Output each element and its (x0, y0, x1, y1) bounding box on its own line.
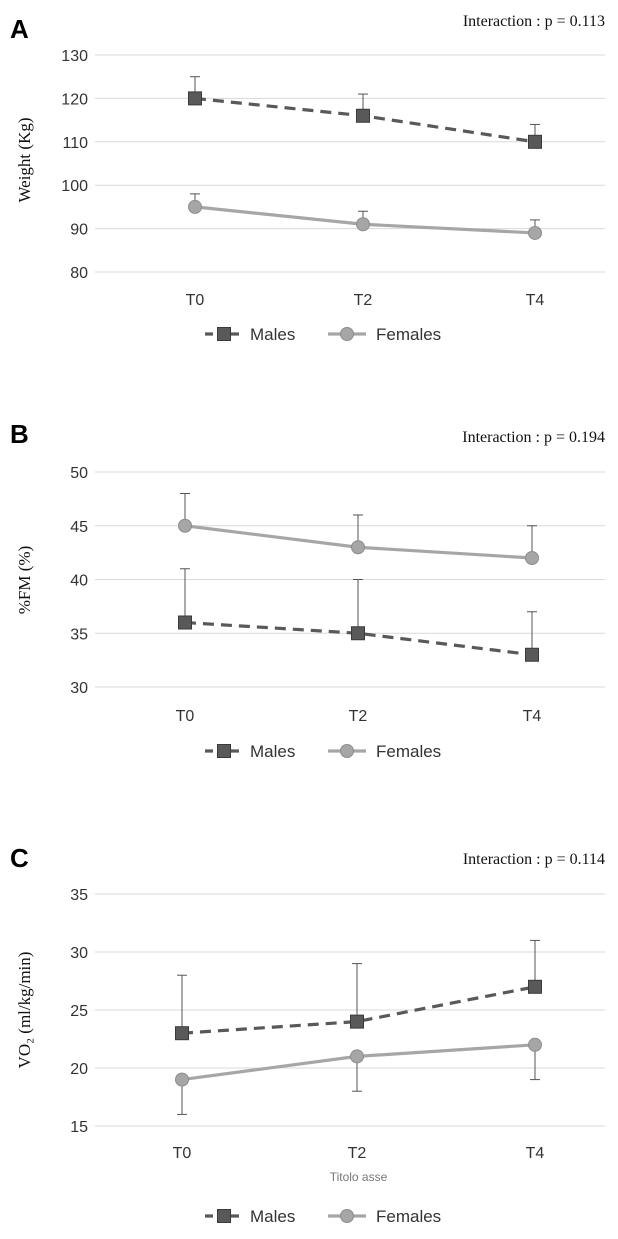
data-point (525, 551, 539, 565)
x-tick-label: T4 (526, 1145, 545, 1162)
y-tick-label: 25 (70, 1003, 88, 1020)
data-point (528, 225, 542, 240)
legend: Males Females (205, 742, 441, 761)
data-point (528, 134, 542, 149)
legend-label: Males (250, 742, 295, 761)
data-point (350, 1049, 364, 1064)
legend-label: Males (250, 325, 295, 344)
y-tick-label: 20 (70, 1061, 88, 1078)
legend-label: Females (376, 1207, 441, 1226)
data-point (351, 540, 365, 555)
data-point (525, 647, 539, 662)
panel-letter: B (10, 419, 29, 449)
data-point (351, 626, 365, 641)
x-tick-label: T0 (173, 1145, 192, 1162)
x-axis-label: Titolo asse (330, 1170, 388, 1184)
legend-label: Females (376, 742, 441, 761)
y-tick-label: 40 (70, 573, 88, 590)
x-tick-label: T2 (348, 1145, 367, 1162)
chart-panel-c: C Interaction : p = 0.114 15 20 25 30 35 T0 T2 T4… (10, 843, 605, 1226)
x-tick-label: T0 (176, 708, 195, 725)
legend-label: Males (250, 1207, 295, 1226)
series-males (188, 76, 542, 149)
x-tick-label: T4 (523, 708, 542, 725)
legend: Males Females (205, 1207, 441, 1226)
y-tick-label: 35 (70, 626, 88, 643)
series-females (188, 193, 542, 240)
legend-marker (217, 1209, 231, 1223)
data-point (178, 518, 192, 533)
series-females (175, 1037, 542, 1115)
y-tick-label: 30 (70, 945, 88, 962)
y-tick-label: 110 (62, 135, 88, 152)
y-tick-label: 35 (70, 887, 88, 904)
series-females (178, 493, 539, 565)
panel-letter: A (10, 14, 29, 44)
y-tick-label: 30 (70, 680, 88, 697)
legend-marker (340, 744, 354, 758)
data-point (188, 199, 202, 214)
y-tick-label: 80 (70, 265, 88, 282)
series-males (178, 568, 539, 662)
legend-marker (217, 744, 231, 758)
y-axis-label: VO₂ (ml/kg/min) (15, 952, 34, 1069)
series-males (175, 939, 542, 1041)
interaction-annotation: Interaction : p = 0.114 (463, 851, 605, 868)
series-line (184, 620, 533, 657)
chart-panel-a: A Interaction : p = 0.113 80 90 100 110 120 130… (10, 13, 605, 344)
legend-marker (340, 327, 354, 341)
data-point (178, 615, 192, 630)
x-tick-label: T2 (354, 292, 373, 309)
y-tick-label: 15 (70, 1119, 88, 1136)
x-tick-label: T0 (186, 292, 205, 309)
chart-panel-b: B Interaction : p = 0.194 30 35 40 45 50 T0 T2 T4… (10, 419, 605, 761)
data-point (175, 1072, 189, 1087)
data-point (350, 1014, 364, 1029)
legend-marker (340, 1209, 354, 1223)
y-axis-label: Weight (Kg) (15, 117, 34, 202)
data-point (528, 979, 542, 994)
y-tick-label: 45 (70, 519, 88, 536)
x-tick-label: T2 (349, 708, 368, 725)
legend-marker (217, 327, 231, 341)
legend-label: Females (376, 325, 441, 344)
y-tick-label: 90 (70, 222, 88, 239)
y-tick-label: 120 (61, 91, 88, 108)
x-tick-label: T4 (526, 292, 545, 309)
y-axis-label: %FM (%) (15, 546, 34, 614)
y-tick-label: 100 (61, 178, 88, 195)
interaction-annotation: Interaction : p = 0.194 (462, 429, 605, 446)
series-line (181, 985, 536, 1035)
data-point (175, 1026, 189, 1041)
y-tick-label: 130 (61, 48, 88, 65)
panel-letter: C (10, 843, 29, 873)
data-point (356, 108, 370, 123)
data-point (356, 217, 370, 232)
data-point (528, 1037, 542, 1052)
data-point (188, 91, 202, 106)
interaction-annotation: Interaction : p = 0.113 (463, 13, 605, 30)
y-tick-label: 50 (70, 465, 88, 482)
legend: Males Females (205, 325, 441, 344)
